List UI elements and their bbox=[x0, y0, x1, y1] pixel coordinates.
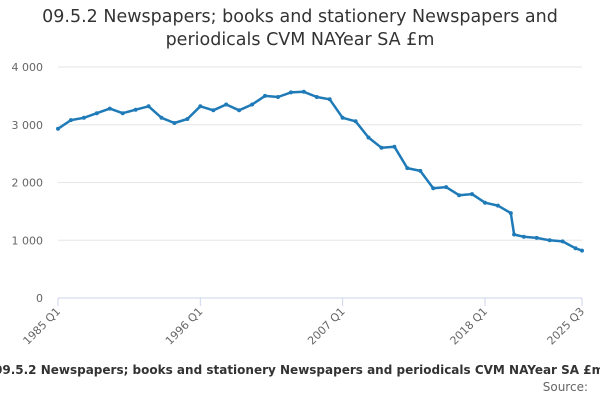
data-point bbox=[81, 115, 86, 120]
data-point bbox=[508, 211, 513, 216]
grid-lines bbox=[58, 66, 582, 241]
data-point bbox=[120, 111, 125, 116]
x-tick-label: 2018 Q1 bbox=[448, 305, 491, 348]
data-point bbox=[418, 168, 423, 173]
series-line-path bbox=[57, 90, 583, 252]
y-tick-label: 3 000 bbox=[12, 119, 44, 132]
data-point bbox=[573, 246, 578, 251]
y-tick-label: 4 000 bbox=[12, 61, 44, 74]
data-point bbox=[314, 95, 319, 99]
data-point bbox=[483, 200, 487, 205]
data-point bbox=[392, 144, 397, 149]
data-point bbox=[521, 234, 526, 239]
data-point bbox=[185, 117, 190, 121]
x-axis: 1985 Q1 1996 Q1 2007 Q1 2018 Q1 2025 Q3 bbox=[21, 297, 588, 348]
data-point bbox=[327, 97, 332, 102]
data-point bbox=[495, 203, 500, 208]
data-point bbox=[94, 111, 99, 116]
data-point bbox=[444, 185, 449, 190]
chart-caption: 09.5.2 Newspapers; books and stationery … bbox=[0, 363, 600, 377]
y-tick-label: 1 000 bbox=[12, 234, 44, 247]
data-point bbox=[56, 126, 60, 131]
data-point bbox=[534, 235, 539, 240]
data-point bbox=[263, 93, 267, 98]
y-axis-ticks: 0 1 000 2 000 3 000 4 000 bbox=[12, 61, 44, 305]
x-tick-label: 1985 Q1 bbox=[21, 305, 64, 348]
data-point bbox=[146, 104, 151, 109]
data-point bbox=[353, 119, 358, 124]
data-point bbox=[211, 108, 216, 113]
data-point bbox=[366, 135, 371, 140]
data-point bbox=[237, 108, 242, 113]
data-point bbox=[172, 121, 177, 125]
data-point bbox=[340, 115, 345, 120]
data-point bbox=[288, 90, 293, 95]
x-tick-label: 2007 Q1 bbox=[305, 305, 348, 348]
data-point bbox=[547, 238, 552, 243]
data-point bbox=[68, 118, 73, 123]
data-point bbox=[198, 104, 203, 109]
data-points bbox=[56, 89, 584, 253]
data-point bbox=[224, 102, 229, 107]
data-point bbox=[512, 232, 517, 237]
source-label: Source: bbox=[542, 380, 588, 394]
data-point bbox=[250, 102, 255, 107]
data-point bbox=[431, 186, 436, 191]
x-tick-label: 2025 Q3 bbox=[545, 305, 588, 348]
data-point bbox=[276, 95, 280, 99]
data-point bbox=[470, 192, 474, 197]
data-point bbox=[301, 89, 306, 94]
data-point bbox=[560, 239, 565, 244]
data-point bbox=[457, 193, 462, 198]
x-tick-label: 1996 Q1 bbox=[163, 305, 206, 348]
data-point bbox=[379, 145, 384, 150]
data-point bbox=[107, 106, 112, 111]
chart-title: 09.5.2 Newspapers; books and stationery … bbox=[42, 7, 558, 50]
data-point bbox=[405, 166, 410, 171]
data-point bbox=[580, 248, 584, 253]
data-point bbox=[133, 107, 138, 112]
y-tick-label: 2 000 bbox=[12, 177, 44, 190]
series-line bbox=[57, 90, 583, 252]
y-tick-label: 0 bbox=[36, 292, 43, 305]
data-point bbox=[159, 115, 164, 120]
